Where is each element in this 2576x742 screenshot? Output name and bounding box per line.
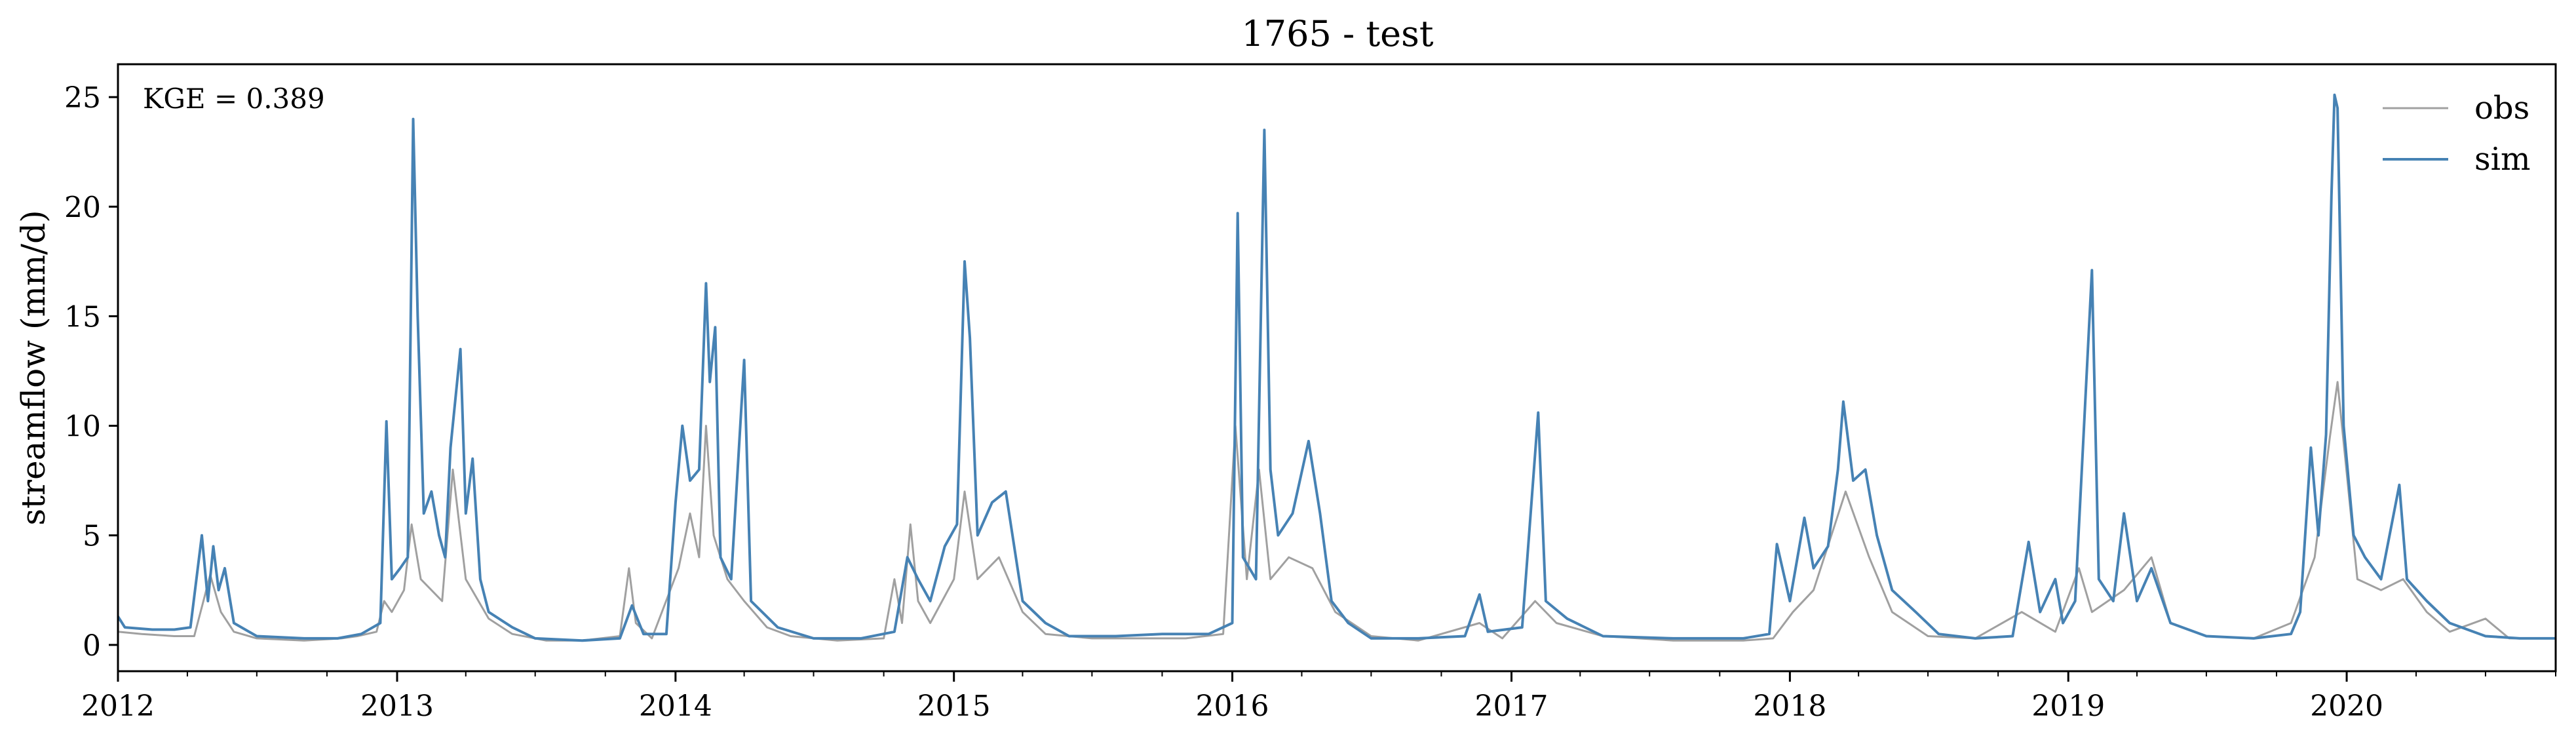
legend-label-obs: obs xyxy=(2474,90,2529,127)
series-line-obs xyxy=(117,381,2556,642)
legend-label-sim: sim xyxy=(2474,141,2531,178)
y-axis-label: streamflow (mm/d) xyxy=(14,210,52,525)
legend: obs sim xyxy=(2383,90,2531,178)
y-tick-label-10: 10 xyxy=(64,410,101,444)
x-tick-label-2019: 2019 xyxy=(2031,690,2105,723)
y-axis: 0 5 10 15 20 25 xyxy=(64,81,118,663)
x-tick-label-2014: 2014 xyxy=(639,690,712,723)
x-tick-label-2017: 2017 xyxy=(1475,690,1548,723)
y-tick-label-25: 25 xyxy=(64,81,101,115)
x-tick-label-2016: 2016 xyxy=(1196,690,1269,723)
x-tick-label-2015: 2015 xyxy=(917,690,991,723)
plot-area xyxy=(117,63,2557,673)
chart-title: 1765 - test xyxy=(1241,13,1433,54)
y-tick-label-20: 20 xyxy=(64,191,101,224)
kge-annotation: KGE = 0.389 xyxy=(143,83,325,115)
x-tick-label-2012: 2012 xyxy=(81,690,155,723)
y-tick-label-5: 5 xyxy=(83,520,101,553)
x-tick-label-2013: 2013 xyxy=(360,690,434,723)
x-tick-label-2020: 2020 xyxy=(2310,690,2383,723)
y-tick-label-15: 15 xyxy=(64,300,101,334)
x-axis: 2012 2013 2014 2015 2016 2017 2018 2019 2020 xyxy=(81,671,2556,723)
x-tick-label-2018: 2018 xyxy=(1753,690,1826,723)
series-line-sim xyxy=(117,93,2556,642)
y-tick-label-0: 0 xyxy=(83,629,101,663)
series-layer xyxy=(117,93,2556,642)
plot-frame xyxy=(117,63,2557,673)
